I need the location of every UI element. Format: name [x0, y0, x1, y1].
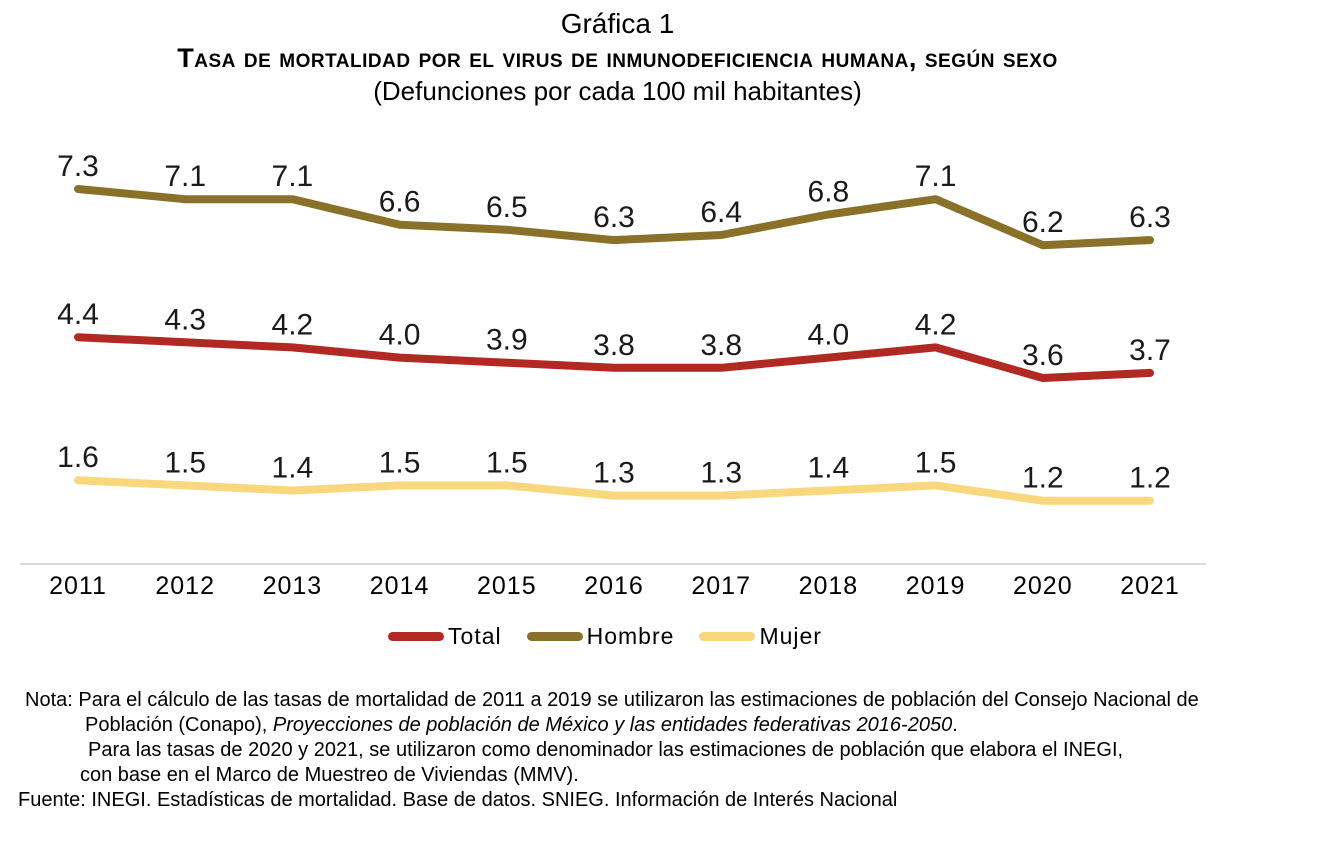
chart-legend: Total Hombre Mujer: [0, 623, 1210, 650]
data-label-hombre-2011: 7.3: [57, 150, 99, 183]
data-label-total-2011: 4.4: [57, 298, 99, 331]
data-label-hombre-2012: 7.1: [164, 160, 206, 193]
data-label-mujer-2021: 1.2: [1129, 462, 1171, 495]
x-axis-label-2015: 2015: [477, 572, 537, 600]
data-label-mujer-2020: 1.2: [1022, 462, 1064, 495]
series-line-total: [74, 333, 1154, 382]
note-line: Para las tasas de 2020 y 2021, se utiliz…: [88, 739, 1124, 761]
data-label-total-2018: 4.0: [808, 319, 850, 352]
data-label-mujer-2019: 1.5: [915, 446, 957, 479]
data-label-hombre-2017: 6.4: [700, 196, 742, 229]
legend-label-mujer: Mujer: [759, 623, 822, 649]
note-line: Nota: Para el cálculo de las tasas de mo…: [0, 688, 1235, 713]
note-line: Población (Conapo), Proyecciones de pobl…: [0, 713, 1235, 738]
data-label-mujer-2017: 1.3: [700, 457, 742, 490]
data-label-mujer-2011: 1.6: [57, 441, 99, 474]
note-text: .: [952, 714, 958, 736]
data-label-hombre-2020: 6.2: [1022, 206, 1064, 239]
data-label-hombre-2013: 7.1: [272, 160, 314, 193]
chart-units-subtitle: (Defunciones por cada 100 mil habitantes…: [373, 76, 862, 106]
legend-label-total: Total: [448, 623, 502, 649]
x-axis-label-2011: 2011: [49, 572, 107, 600]
legend-swatch-hombre: [526, 632, 583, 641]
data-label-total-2020: 3.6: [1022, 339, 1064, 372]
chart-main-title: Tasa de mortalidad por el virus de inmun…: [177, 43, 1058, 73]
data-label-hombre-2014: 6.6: [379, 186, 421, 219]
data-label-total-2017: 3.8: [700, 329, 742, 362]
chart-number-title: Gráfica 1: [560, 8, 675, 39]
legend-item-hombre: Hombre: [526, 623, 675, 650]
chart-notes: Nota: Para el cálculo de las tasas de mo…: [0, 688, 1235, 813]
x-axis-label-2017: 2017: [691, 572, 751, 600]
data-label-total-2014: 4.0: [379, 319, 421, 352]
data-label-total-2013: 4.2: [272, 308, 314, 341]
data-label-mujer-2018: 1.4: [808, 452, 850, 485]
legend-label-hombre: Hombre: [586, 623, 675, 649]
x-axis-label-2012: 2012: [155, 572, 215, 600]
legend-item-mujer: Mujer: [699, 623, 822, 650]
series-line-mujer: [74, 476, 1154, 505]
note-line: con base en el Marco de Muestreo de Vivi…: [80, 764, 579, 786]
data-label-total-2021: 3.7: [1129, 334, 1171, 367]
chart-area: 2011 2012 2013 2014 2015 2016 2017 2018 2019 2020…: [0, 106, 1334, 611]
x-axis-label-2021: 2021: [1120, 572, 1180, 600]
data-label-hombre-2015: 6.5: [486, 191, 528, 224]
data-label-total-2019: 4.2: [915, 308, 957, 341]
data-label-mujer-2013: 1.4: [272, 452, 314, 485]
x-axis-label-2020: 2020: [1013, 572, 1073, 600]
chart-svg: 2011 2012 2013 2014 2015 2016 2017 2018 2019 2020…: [20, 150, 1206, 600]
data-label-total-2016: 3.8: [593, 329, 635, 362]
data-label-hombre-2018: 6.8: [808, 176, 850, 209]
data-label-total-2015: 3.9: [486, 324, 528, 357]
x-axis-label-2018: 2018: [799, 572, 859, 600]
data-label-mujer-2016: 1.3: [593, 457, 635, 490]
x-axis-label-2016: 2016: [584, 572, 644, 600]
data-label-total-2012: 4.3: [164, 303, 206, 336]
data-label-mujer-2012: 1.5: [164, 446, 206, 479]
source-line: Fuente: INEGI. Estadísticas de mortalida…: [18, 789, 898, 811]
note-label: Nota:: [25, 689, 73, 711]
legend-swatch-mujer: [699, 632, 756, 641]
chart-content: Gráfica 1 Tasa de mortalidad por el viru…: [0, 8, 1235, 813]
data-label-hombre-2016: 6.3: [593, 201, 635, 234]
legend-item-total: Total: [388, 623, 502, 650]
data-label-mujer-2015: 1.5: [486, 446, 528, 479]
note-text: Para el cálculo de las tasas de mortalid…: [78, 689, 1199, 711]
chart-header: Gráfica 1 Tasa de mortalidad por el viru…: [0, 8, 1235, 106]
x-axis-label-2013: 2013: [263, 572, 323, 600]
x-axis-label-2014: 2014: [370, 572, 430, 600]
data-label-hombre-2019: 7.1: [915, 160, 957, 193]
data-label-mujer-2014: 1.5: [379, 446, 421, 479]
x-axis-label-2019: 2019: [906, 572, 966, 600]
legend-swatch-total: [388, 632, 445, 641]
data-label-hombre-2021: 6.3: [1129, 201, 1171, 234]
note-text: Población (Conapo),: [85, 714, 273, 736]
note-text-italic: Proyecciones de población de México y la…: [272, 714, 953, 736]
series-line-hombre: [74, 185, 1154, 250]
